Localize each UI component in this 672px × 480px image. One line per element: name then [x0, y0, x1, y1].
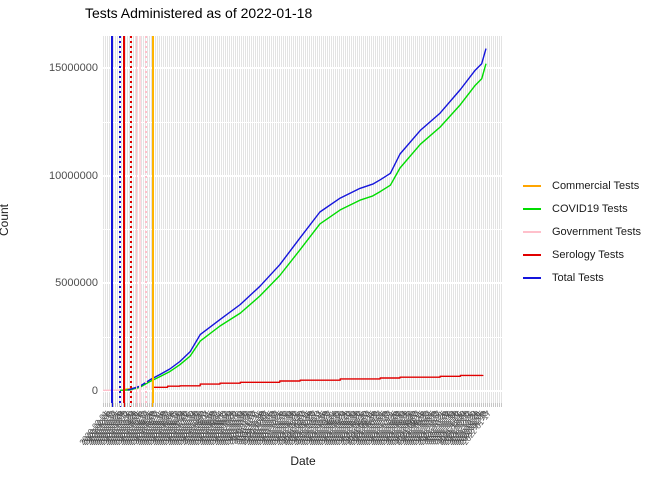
legend-entry: COVID19 Tests — [523, 197, 641, 220]
chart-title: Tests Administered as of 2022-01-18 — [85, 5, 313, 21]
series-lines — [102, 48, 487, 391]
y-axis-title: Count — [0, 203, 11, 237]
gridline-major — [103, 389, 503, 392]
event-vline — [139, 36, 141, 407]
y-tick-label: 0 — [91, 384, 98, 397]
legend-key-line — [523, 207, 541, 210]
event-vline — [135, 36, 138, 407]
event-vline — [118, 36, 121, 407]
series-line-covid19-tests — [120, 63, 487, 391]
event-vline — [152, 36, 155, 407]
legend-label: Serology Tests — [552, 248, 624, 261]
legend-entry: Serology Tests — [523, 243, 641, 266]
event-vline — [122, 36, 125, 407]
gridline-minor — [103, 121, 503, 123]
legend-key-line — [523, 276, 541, 279]
y-tick-label: 15000000 — [49, 62, 98, 74]
event-vline — [144, 36, 147, 407]
legend-label: Total Tests — [552, 271, 604, 284]
y-tick-label: 10000000 — [49, 169, 98, 182]
legend-key-line — [523, 184, 541, 187]
x-axis-tick-marks — [103, 403, 503, 407]
plot-panel — [102, 36, 503, 407]
gridline-major — [103, 67, 503, 69]
series-line-total-tests — [127, 48, 487, 391]
legend: Commercial Tests COVID19 Tests Government … — [523, 174, 641, 289]
legend-entry: Commercial Tests — [523, 174, 641, 197]
legend-key-line — [523, 253, 541, 256]
legend-entry: Government Tests — [523, 220, 641, 243]
gridline-minor — [103, 336, 503, 338]
gridline-major — [103, 174, 503, 177]
x-axis-title: Date — [290, 454, 316, 468]
legend-label: COVID19 Tests — [552, 202, 628, 215]
legend-label: Government Tests — [552, 225, 642, 238]
legend-entry: Total Tests — [523, 266, 641, 289]
series-line-serology-tests — [153, 374, 484, 388]
legend-label: Commercial Tests — [552, 179, 640, 192]
gridline-minor — [103, 229, 503, 231]
event-vline — [110, 36, 113, 407]
event-vline — [129, 36, 132, 407]
legend-key-line — [523, 230, 541, 233]
y-tick-label: 5000000 — [55, 277, 98, 289]
gridline-major — [103, 282, 503, 284]
